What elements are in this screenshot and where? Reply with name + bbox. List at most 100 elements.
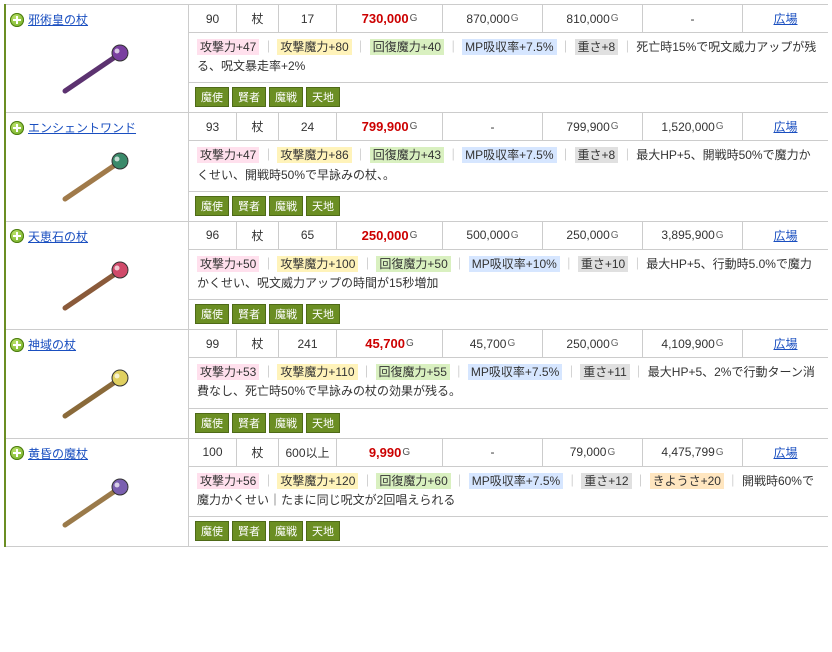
main-price-cell: 250,000G [336, 222, 442, 249]
job-badge: 魔戦 [269, 196, 303, 216]
item-name-link[interactable]: 邪術皇の杖 [28, 11, 88, 28]
main-price-cell: 45,700G [336, 330, 442, 357]
count-cell: 65 [278, 222, 336, 249]
item-row: 神域の杖 99 杖 241 45,700G 45,700G 250,000G 4… [6, 330, 828, 438]
job-badge: 賢者 [232, 87, 266, 107]
price-cell: 500,000G [442, 222, 542, 249]
stat-tag: 回復魔力+43 [370, 147, 444, 163]
type-cell: 杖 [236, 113, 278, 140]
job-badge: 魔使 [195, 304, 229, 324]
price-cell: 1,520,000G [642, 113, 742, 140]
item-row: 黄昏の魔杖 100 杖 600以上 9,990G - 79,000G 4,475… [6, 439, 828, 547]
job-badge: 天地 [306, 521, 340, 541]
main-price-cell: 9,990G [336, 439, 442, 466]
item-image [40, 144, 150, 214]
price-cell: 250,000G [542, 222, 642, 249]
price-cell: 870,000G [442, 5, 542, 32]
job-badge: 賢者 [232, 521, 266, 541]
job-badge: 天地 [306, 87, 340, 107]
stat-tag: 回復魔力+60 [376, 473, 450, 489]
stat-tag: MP吸収率+7.5% [469, 473, 563, 489]
stat-tag: MP吸収率+7.5% [468, 364, 562, 380]
price-cell: 250,000G [542, 330, 642, 357]
type-cell: 杖 [236, 222, 278, 249]
description-row: 攻撃力+47｜攻撃魔力+80｜回復魔力+40｜MP吸収率+7.5%｜重さ+8｜死… [188, 32, 828, 82]
price-cell: 45,700G [442, 330, 542, 357]
item-image [40, 470, 150, 540]
job-row: 魔使賢者魔戦天地 [188, 408, 828, 438]
job-badge: 天地 [306, 196, 340, 216]
stat-tag: 重さ+11 [580, 364, 629, 380]
stat-tag: 回復魔力+50 [376, 256, 450, 272]
job-row: 魔使賢者魔戦天地 [188, 516, 828, 546]
job-badge: 魔使 [195, 87, 229, 107]
stat-tag: 重さ+8 [575, 39, 619, 55]
job-row: 魔使賢者魔戦天地 [188, 299, 828, 329]
description-row: 攻撃力+56｜攻撃魔力+120｜回復魔力+60｜MP吸収率+7.5%｜重さ+12… [188, 466, 828, 516]
description-row: 攻撃力+50｜攻撃魔力+100｜回復魔力+50｜MP吸収率+10%｜重さ+10｜… [188, 249, 828, 299]
level-cell: 99 [188, 330, 236, 357]
stat-tag: 攻撃魔力+110 [277, 364, 357, 380]
job-badge: 魔戦 [269, 413, 303, 433]
job-badge: 魔戦 [269, 304, 303, 324]
price-cell: - [442, 439, 542, 466]
item-image [40, 361, 150, 431]
job-badge: 魔使 [195, 196, 229, 216]
price-cell: - [442, 113, 542, 140]
job-badge: 賢者 [232, 304, 266, 324]
stat-tag: 攻撃魔力+80 [277, 39, 351, 55]
level-cell: 93 [188, 113, 236, 140]
item-image [40, 36, 150, 106]
item-name-link[interactable]: 天恵石の杖 [28, 228, 88, 245]
item-name-link[interactable]: エンシェントワンド [28, 119, 136, 136]
market-link[interactable]: 広場 [773, 227, 797, 244]
job-badge: 賢者 [232, 196, 266, 216]
price-cell: 79,000G [542, 439, 642, 466]
price-cell: 4,109,900G [642, 330, 742, 357]
stat-tag: MP吸収率+7.5% [462, 39, 556, 55]
count-cell: 600以上 [278, 439, 336, 466]
main-price-cell: 730,000G [336, 5, 442, 32]
job-badge: 天地 [306, 304, 340, 324]
stat-tag: 重さ+10 [578, 256, 628, 272]
item-name-link[interactable]: 黄昏の魔杖 [28, 445, 88, 462]
item-image [40, 253, 150, 323]
count-cell: 24 [278, 113, 336, 140]
expand-icon[interactable] [10, 229, 24, 243]
price-cell: 810,000G [542, 5, 642, 32]
type-cell: 杖 [236, 5, 278, 32]
stat-tag: MP吸収率+10% [469, 256, 560, 272]
stat-tag: 回復魔力+40 [370, 39, 444, 55]
job-badge: 魔戦 [269, 87, 303, 107]
market-link[interactable]: 広場 [773, 118, 797, 135]
item-name-link[interactable]: 神域の杖 [28, 336, 76, 353]
description-row: 攻撃力+47｜攻撃魔力+86｜回復魔力+43｜MP吸収率+7.5%｜重さ+8｜最… [188, 140, 828, 190]
type-cell: 杖 [236, 439, 278, 466]
expand-icon[interactable] [10, 338, 24, 352]
job-row: 魔使賢者魔戦天地 [188, 191, 828, 221]
expand-icon[interactable] [10, 13, 24, 27]
job-badge: 天地 [306, 413, 340, 433]
count-cell: 17 [278, 5, 336, 32]
stat-tag: MP吸収率+7.5% [462, 147, 556, 163]
price-cell: 3,895,900G [642, 222, 742, 249]
stat-tag: 攻撃力+53 [197, 364, 259, 380]
stat-tag: きようさ+20 [650, 473, 724, 489]
stat-tag: 攻撃魔力+120 [277, 473, 358, 489]
job-badge: 魔戦 [269, 521, 303, 541]
price-cell: 4,475,799G [642, 439, 742, 466]
expand-icon[interactable] [10, 121, 24, 135]
item-list: 邪術皇の杖 90 杖 17 730,000G 870,000G 810,000G… [4, 4, 828, 547]
market-link[interactable]: 広場 [773, 444, 797, 461]
market-link[interactable]: 広場 [773, 10, 797, 27]
price-cell: - [642, 5, 742, 32]
type-cell: 杖 [236, 330, 278, 357]
stat-tag: 攻撃力+50 [197, 256, 259, 272]
item-row: エンシェントワンド 93 杖 24 799,900G - 799,900G 1,… [6, 113, 828, 221]
job-badge: 魔使 [195, 413, 229, 433]
stat-tag: 回復魔力+55 [376, 364, 450, 380]
market-link[interactable]: 広場 [773, 335, 797, 352]
expand-icon[interactable] [10, 446, 24, 460]
description-row: 攻撃力+53｜攻撃魔力+110｜回復魔力+55｜MP吸収率+7.5%｜重さ+11… [188, 357, 828, 407]
job-badge: 魔使 [195, 521, 229, 541]
